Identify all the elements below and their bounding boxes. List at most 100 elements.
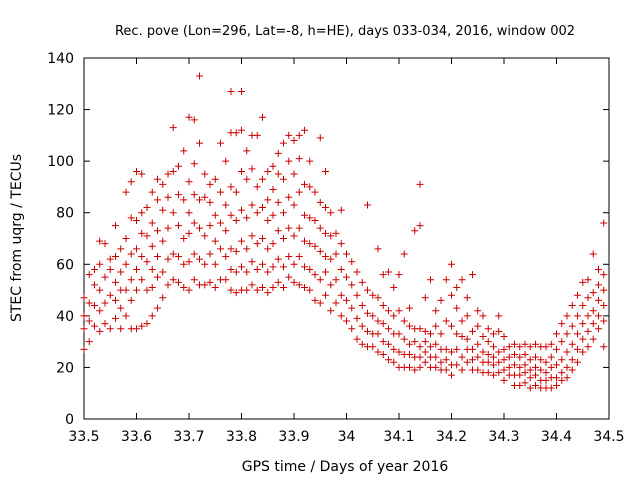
data-point [295,281,303,289]
data-point [574,330,581,338]
data-point [117,245,125,253]
data-point [432,353,440,361]
data-point [311,188,319,196]
data-point [395,348,403,356]
data-point [521,379,529,387]
data-point [253,209,261,217]
y-tick-label: 120 [47,103,74,119]
data-point [505,353,513,361]
data-point [589,289,597,297]
data-point [589,320,597,328]
data-point [453,304,461,312]
data-point [196,139,203,147]
data-point [547,353,555,361]
data-point [374,245,382,253]
data-point [385,340,392,348]
data-point [495,369,503,377]
data-point [595,281,602,289]
data-point [327,209,335,217]
data-point [343,273,350,281]
data-point [206,180,214,188]
data-point [526,366,534,374]
data-point [180,260,188,268]
data-point [379,271,387,279]
data-point [453,283,461,291]
data-point [269,240,277,248]
data-point [306,214,314,222]
data-point [568,340,576,348]
data-point [264,245,272,253]
data-point [206,198,214,206]
data-point [595,296,602,304]
data-point [154,175,161,183]
data-point [85,338,93,346]
data-point [190,191,198,199]
data-point [574,312,581,320]
data-point [206,278,214,286]
data-point [547,363,555,371]
data-point [169,167,177,175]
data-point [301,180,308,188]
data-point [589,335,597,343]
data-point [421,338,429,346]
data-point [311,271,319,279]
data-point [274,149,282,157]
data-point [332,276,340,284]
data-point [253,240,261,248]
data-point [185,229,193,237]
data-point [185,113,193,121]
data-point [547,384,555,392]
data-point [211,175,219,183]
data-point [133,216,140,224]
data-point [332,229,340,237]
data-point [190,276,198,284]
data-point [180,235,188,242]
data-point [374,294,382,302]
data-point [526,374,534,382]
data-point [232,268,240,276]
data-point [122,286,130,294]
data-point [259,204,266,212]
data-point [301,211,308,219]
data-point [432,340,440,348]
x-axis-label: GPS time / Days of year 2016 [242,459,449,475]
data-point [448,291,455,299]
data-point [133,325,140,333]
data-point [463,312,471,320]
data-point [390,358,398,366]
data-point [516,343,524,351]
data-point [243,245,251,253]
data-point [416,222,424,230]
data-point [112,278,119,286]
data-point [269,162,277,170]
data-point [222,253,230,261]
data-point [196,255,203,263]
data-point [427,343,434,351]
data-point [369,312,377,320]
data-point [469,327,476,335]
data-point [495,358,503,366]
data-point [91,265,98,273]
data-point [127,178,135,186]
data-point [553,381,560,389]
data-point [301,263,308,271]
data-point [379,338,387,346]
data-point [563,312,571,320]
data-point [453,330,461,338]
data-point [316,276,324,284]
data-point [316,224,324,232]
data-point [526,384,534,392]
data-point [322,291,329,299]
data-point [600,286,608,294]
data-point [232,129,240,137]
data-point [474,340,482,348]
data-point [264,268,272,276]
data-point [217,139,224,147]
data-point [169,124,177,132]
data-point [516,353,524,361]
data-point [542,369,550,377]
data-point [490,330,497,338]
data-point [526,356,534,364]
data-point [495,327,503,335]
data-point [600,317,608,325]
